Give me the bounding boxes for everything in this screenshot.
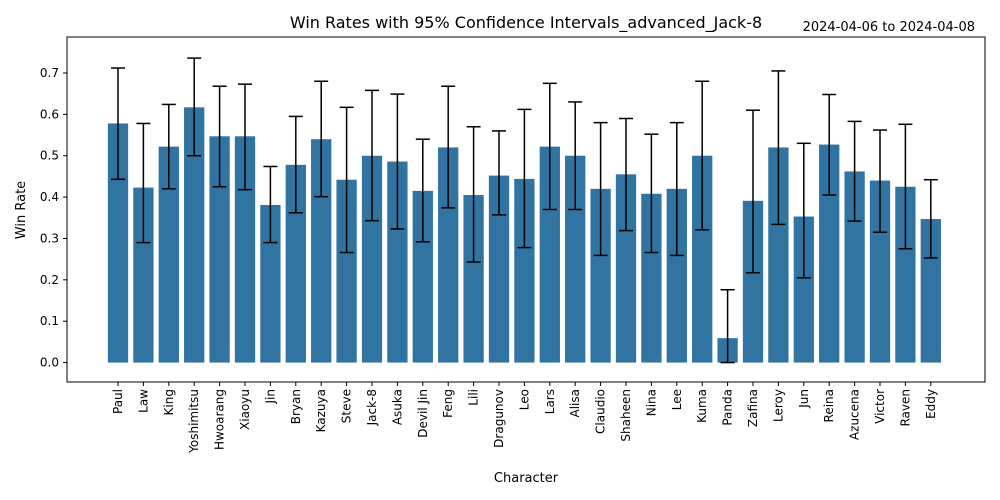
x-tick-label: Feng xyxy=(441,389,455,418)
bar xyxy=(387,161,408,363)
x-tick-label: Steve xyxy=(340,389,354,423)
bar xyxy=(514,178,535,363)
x-tick-label: Devil Jin xyxy=(416,389,430,438)
x-tick-label: Yoshimitsu xyxy=(187,389,201,454)
x-tick-label: Jack-8 xyxy=(365,389,379,426)
x-axis-label: Character xyxy=(494,471,559,486)
axes-frame xyxy=(66,36,986,383)
x-tick-label: Dragunov xyxy=(492,389,506,448)
bar xyxy=(260,204,281,363)
bar xyxy=(438,147,459,363)
bar xyxy=(742,200,764,363)
x-tick-label: Zafina xyxy=(746,389,760,427)
bar xyxy=(590,188,611,363)
y-tick-label: 0.4 xyxy=(40,190,59,204)
bar xyxy=(234,136,256,363)
x-tick-label: Azucena xyxy=(848,389,862,440)
x-tick-label: Reina xyxy=(822,389,836,422)
bar xyxy=(768,147,789,363)
x-tick-label: Xiaoyu xyxy=(238,389,252,430)
x-tick-label: Paul xyxy=(111,389,125,414)
x-tick-label: Jin xyxy=(263,389,277,404)
bar xyxy=(641,193,662,363)
bar xyxy=(819,144,840,363)
bar xyxy=(692,155,713,363)
bar xyxy=(158,146,179,363)
bar xyxy=(666,188,687,363)
x-tick-label: Alisa xyxy=(568,389,582,417)
bar xyxy=(463,195,484,363)
x-tick-label: Leroy xyxy=(771,389,785,422)
bar xyxy=(285,164,306,363)
x-tick-label: Hwoarang xyxy=(213,389,227,450)
y-tick-label: 0.6 xyxy=(40,107,59,121)
bar xyxy=(209,136,230,363)
bar xyxy=(615,174,637,363)
y-tick-label: 0.2 xyxy=(40,273,59,287)
bar xyxy=(869,180,891,363)
x-tick-label: Jun xyxy=(797,389,811,409)
x-tick-label: Victor xyxy=(873,389,887,424)
y-axis-label: Win Rate xyxy=(14,181,29,239)
y-tick-label: 0.7 xyxy=(40,66,59,80)
x-tick-label: Eddy xyxy=(924,389,938,419)
x-tick-label: Raven xyxy=(898,389,912,427)
x-tick-label: Lee xyxy=(670,389,684,410)
x-tick-label: Lili xyxy=(467,389,481,406)
plot-area: 0.0 0.1 0.2 0.3 0.4 0.5 0.6 0.7 Paul Law King Yoshi… xyxy=(40,36,986,454)
date-range: 2024-04-06 to 2024-04-08 xyxy=(803,20,975,35)
bar xyxy=(311,139,332,363)
bar xyxy=(565,155,586,363)
x-tick-label: Kuma xyxy=(695,389,709,423)
x-tick-label: Law xyxy=(136,389,150,413)
x-tick-label: Kazuya xyxy=(314,389,328,432)
bar xyxy=(488,175,510,363)
x-tick-label: Lars xyxy=(543,389,557,414)
chart-title: Win Rates with 95% Confidence Intervals_… xyxy=(290,13,762,33)
bar xyxy=(107,123,129,363)
x-tick-label: Claudio xyxy=(594,389,608,434)
bar xyxy=(184,107,205,363)
y-tick-label: 0.5 xyxy=(40,149,59,163)
x-tick-label: Asuka xyxy=(390,389,404,425)
bar xyxy=(539,146,560,363)
y-tick-label: 0.1 xyxy=(40,314,59,328)
x-tick-label: Leo xyxy=(517,389,531,410)
x-tick-label: Nina xyxy=(644,389,658,416)
x-tick-label: Shaheen xyxy=(619,389,633,442)
bar xyxy=(336,179,357,363)
bar xyxy=(412,190,433,363)
bar xyxy=(920,219,941,363)
bar xyxy=(793,216,814,363)
y-tick-label: 0.3 xyxy=(40,231,59,245)
bar xyxy=(844,171,865,363)
bar xyxy=(361,155,383,363)
x-tick-label: Bryan xyxy=(289,389,303,424)
bar xyxy=(133,187,154,363)
x-tick-label: Panda xyxy=(721,389,735,426)
x-tick-label: King xyxy=(162,389,176,415)
y-tick-label: 0.0 xyxy=(40,356,59,370)
bar xyxy=(895,186,916,363)
